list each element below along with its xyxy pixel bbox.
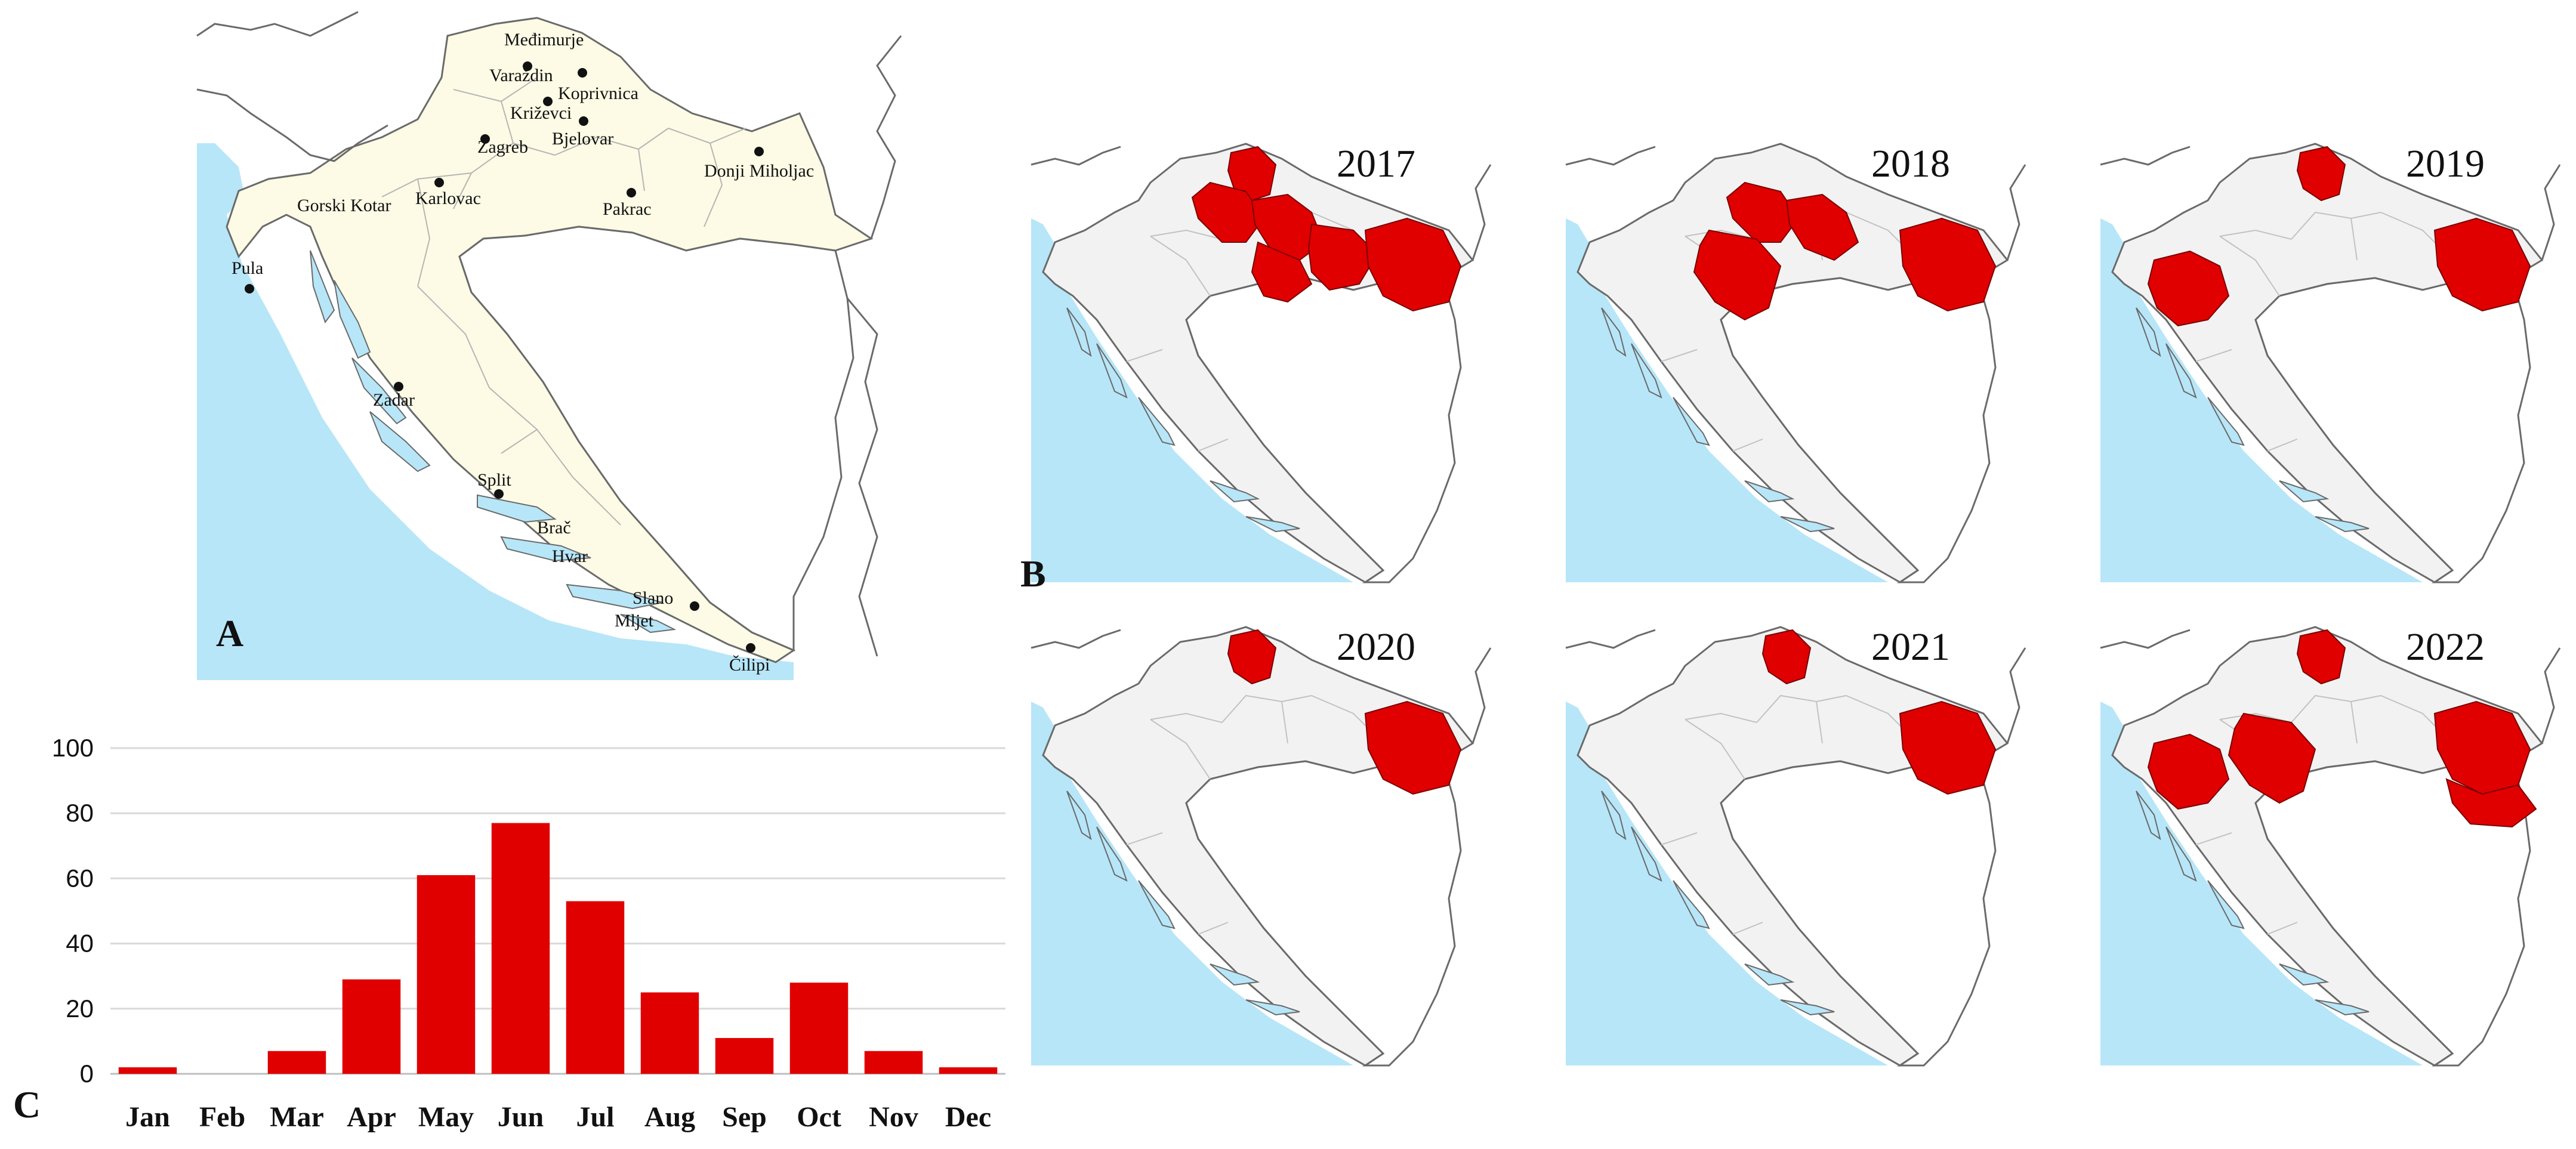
affected-region: [1227, 629, 1277, 685]
bar-nov: [864, 1051, 923, 1074]
year-label: 2019: [2406, 142, 2485, 186]
bar-oct: [789, 983, 849, 1074]
y-tick-label: 0: [80, 1060, 94, 1088]
map-a-bosnia: [458, 226, 854, 652]
map-a-islands: [310, 250, 677, 634]
affected-region: [2147, 250, 2230, 327]
x-tick-label: May: [418, 1101, 474, 1133]
x-tick-label: Feb: [199, 1101, 245, 1133]
city-dot: [245, 284, 254, 294]
city-dot: [579, 116, 588, 126]
affected-region: [1307, 223, 1378, 291]
year-label: 2021: [1871, 625, 1950, 669]
city-dot: [394, 382, 403, 391]
affected-region: [1761, 629, 1812, 685]
year-label: 2022: [2406, 625, 2485, 669]
x-tick-label: Nov: [869, 1101, 918, 1133]
map-b-2021: [1565, 624, 2026, 1067]
bar-apr: [342, 979, 401, 1074]
x-tick-label: Jul: [576, 1101, 614, 1133]
x-tick-label: Dec: [945, 1101, 991, 1133]
affected-region: [1899, 217, 1997, 312]
affected-region: [2147, 733, 2230, 810]
bar-dec: [939, 1067, 998, 1074]
year-label: 2018: [1871, 142, 1950, 186]
affected-region: [1785, 193, 1859, 261]
city-dot: [543, 97, 553, 106]
year-label: 2017: [1337, 142, 1415, 186]
bar-chart: 0 20 40 60 80 100 Jan Feb Mar Apr May Jun Jul Aug Sep O…: [52, 734, 1005, 1133]
city-dot: [480, 134, 490, 144]
bar-jan: [118, 1067, 177, 1074]
bar-jul: [566, 901, 625, 1074]
panel-label-a: A: [216, 612, 244, 654]
y-tick-label: 100: [52, 734, 94, 762]
x-tick-label: Jan: [125, 1101, 170, 1133]
affected-region: [1227, 146, 1277, 202]
x-tick-label: Sep: [722, 1101, 767, 1133]
map-a: [196, 11, 902, 680]
map-b-grid: [1031, 141, 2561, 1067]
city-dot: [627, 188, 636, 197]
city-dot: [578, 68, 587, 78]
affected-region: [1726, 181, 1800, 243]
map-a-county-lines: [381, 77, 746, 526]
y-tick-label: 80: [66, 799, 94, 827]
x-tick-label: Mar: [270, 1101, 324, 1133]
y-tick-label: 40: [66, 929, 94, 958]
y-tick-label: 60: [66, 864, 94, 892]
map-a-outer-borders: [196, 11, 902, 657]
x-tick-label: Jun: [498, 1101, 544, 1133]
x-tick-label: Aug: [644, 1101, 695, 1133]
affected-region: [1191, 181, 1265, 243]
city-dot: [690, 601, 699, 611]
city-dot: [754, 147, 764, 156]
x-tick-label: Apr: [347, 1101, 396, 1133]
affected-region: [2445, 778, 2537, 828]
map-b-2017: [1031, 141, 1492, 583]
affected-region: [1364, 217, 1462, 312]
map-b-2020: [1031, 624, 1492, 1067]
city-dot: [494, 489, 504, 499]
y-tick-label: 20: [66, 994, 94, 1023]
city-dot: [523, 61, 532, 71]
map-b-2022: [2100, 624, 2561, 1067]
affected-region: [2296, 146, 2346, 202]
x-tick-label: Oct: [797, 1101, 841, 1133]
panel-label-c: C: [13, 1083, 41, 1126]
year-label: 2020: [1337, 625, 1415, 669]
affected-region: [1693, 229, 1782, 321]
city-dot: [746, 643, 755, 653]
panel-label-b: B: [1020, 552, 1046, 595]
affected-region: [2433, 217, 2531, 312]
map-b-2019: [2100, 141, 2561, 583]
bar-jun: [491, 823, 550, 1074]
map-a-sea: [197, 143, 794, 680]
affected-region: [2228, 712, 2316, 804]
affected-region: [1364, 700, 1462, 795]
bar-may: [417, 875, 476, 1074]
affected-region: [1251, 241, 1313, 303]
bar-aug: [640, 992, 699, 1074]
bar-sep: [715, 1037, 774, 1074]
affected-region: [2296, 629, 2346, 685]
map-b-2018: [1565, 141, 2026, 583]
affected-region: [1899, 700, 1997, 795]
bar-mar: [267, 1051, 326, 1074]
city-dot: [434, 178, 444, 187]
